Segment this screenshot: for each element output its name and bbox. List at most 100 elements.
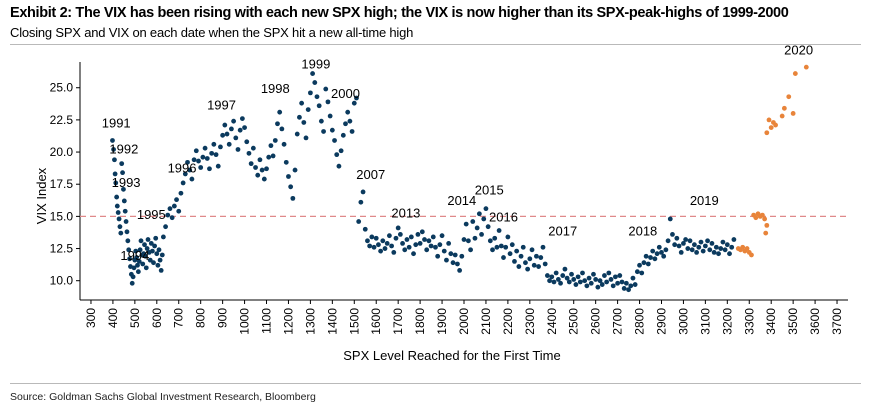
data-point xyxy=(347,118,353,124)
data-point xyxy=(593,277,599,282)
data-point xyxy=(672,242,678,248)
data-point xyxy=(518,253,524,259)
data-point xyxy=(547,278,552,284)
data-point xyxy=(591,271,596,277)
chart-subtitle: Closing SPX and VIX on each date when th… xyxy=(10,25,414,40)
data-point-recent xyxy=(768,125,774,131)
data-point xyxy=(113,180,119,186)
x-tick-label: 1600 xyxy=(369,308,383,335)
data-point xyxy=(242,125,247,131)
x-axis-label: SPX Level Reached for the First Time xyxy=(343,348,560,363)
data-point xyxy=(211,141,217,147)
data-point xyxy=(349,129,355,134)
data-point xyxy=(426,238,432,244)
data-point xyxy=(246,150,252,156)
x-tick-label: 1700 xyxy=(391,308,405,335)
data-point xyxy=(446,240,452,246)
data-point xyxy=(505,234,511,240)
data-point xyxy=(222,122,228,128)
data-point xyxy=(389,243,394,249)
data-point xyxy=(490,247,495,253)
year-label: 1998 xyxy=(261,81,290,96)
data-point xyxy=(408,234,414,240)
year-label: 1996 xyxy=(168,161,197,176)
data-point xyxy=(235,147,241,152)
data-point xyxy=(391,250,397,255)
data-point xyxy=(652,256,658,262)
data-point xyxy=(193,148,199,154)
data-point xyxy=(626,287,631,293)
data-point xyxy=(659,250,664,255)
data-point xyxy=(135,262,140,268)
data-point xyxy=(681,240,686,246)
data-point xyxy=(549,274,555,280)
data-point xyxy=(512,259,517,264)
data-point xyxy=(358,199,364,205)
data-point xyxy=(527,256,533,262)
data-point xyxy=(277,109,283,115)
data-point xyxy=(544,273,550,278)
data-point xyxy=(650,248,656,254)
data-point xyxy=(259,167,265,173)
data-point xyxy=(619,279,625,285)
data-point xyxy=(617,273,623,278)
data-point xyxy=(702,243,708,249)
data-point xyxy=(555,277,561,282)
data-point xyxy=(670,231,675,237)
x-tick-label: 1500 xyxy=(347,308,361,335)
data-point xyxy=(334,152,340,158)
data-point xyxy=(632,282,638,287)
x-tick-label: 300 xyxy=(84,308,98,328)
data-point xyxy=(281,141,287,147)
data-point xyxy=(305,107,311,112)
year-label: 2017 xyxy=(548,224,577,239)
x-tick-label: 1300 xyxy=(303,308,317,335)
data-point xyxy=(376,242,381,248)
data-point xyxy=(689,247,695,253)
data-point xyxy=(126,247,132,253)
data-point xyxy=(698,239,704,245)
data-point xyxy=(395,225,401,231)
data-point xyxy=(138,238,144,244)
data-point xyxy=(299,100,305,106)
y-tick-label: 15.0 xyxy=(50,209,74,223)
data-point xyxy=(127,256,132,262)
data-point xyxy=(468,247,473,253)
data-point xyxy=(575,274,581,280)
data-point xyxy=(226,141,232,147)
x-tick-label: 3200 xyxy=(720,308,734,335)
data-point xyxy=(189,176,195,182)
x-tick-label: 3500 xyxy=(786,308,800,335)
data-point xyxy=(428,243,434,249)
data-point xyxy=(153,235,159,241)
data-point xyxy=(316,103,322,109)
data-point xyxy=(250,145,256,151)
data-point xyxy=(709,240,715,246)
data-point xyxy=(171,203,177,209)
data-point xyxy=(492,235,498,241)
data-point xyxy=(327,113,333,119)
data-point xyxy=(165,212,171,218)
data-point xyxy=(167,206,173,212)
data-point xyxy=(268,143,274,149)
data-point xyxy=(676,243,682,249)
data-point xyxy=(209,150,215,156)
data-point xyxy=(564,275,570,281)
data-point xyxy=(239,116,245,122)
data-point xyxy=(321,129,326,134)
data-point xyxy=(336,163,342,169)
data-point xyxy=(202,145,208,151)
x-tick-label: 2100 xyxy=(479,308,493,335)
data-point xyxy=(613,274,618,280)
data-point xyxy=(727,251,732,257)
data-point xyxy=(237,127,243,133)
data-point xyxy=(332,138,337,143)
data-point xyxy=(182,171,188,177)
data-point xyxy=(303,135,309,141)
x-tick-label: 3700 xyxy=(830,308,844,335)
data-point xyxy=(514,248,520,254)
data-point xyxy=(185,159,190,165)
data-point xyxy=(485,224,491,230)
data-point xyxy=(207,166,212,172)
